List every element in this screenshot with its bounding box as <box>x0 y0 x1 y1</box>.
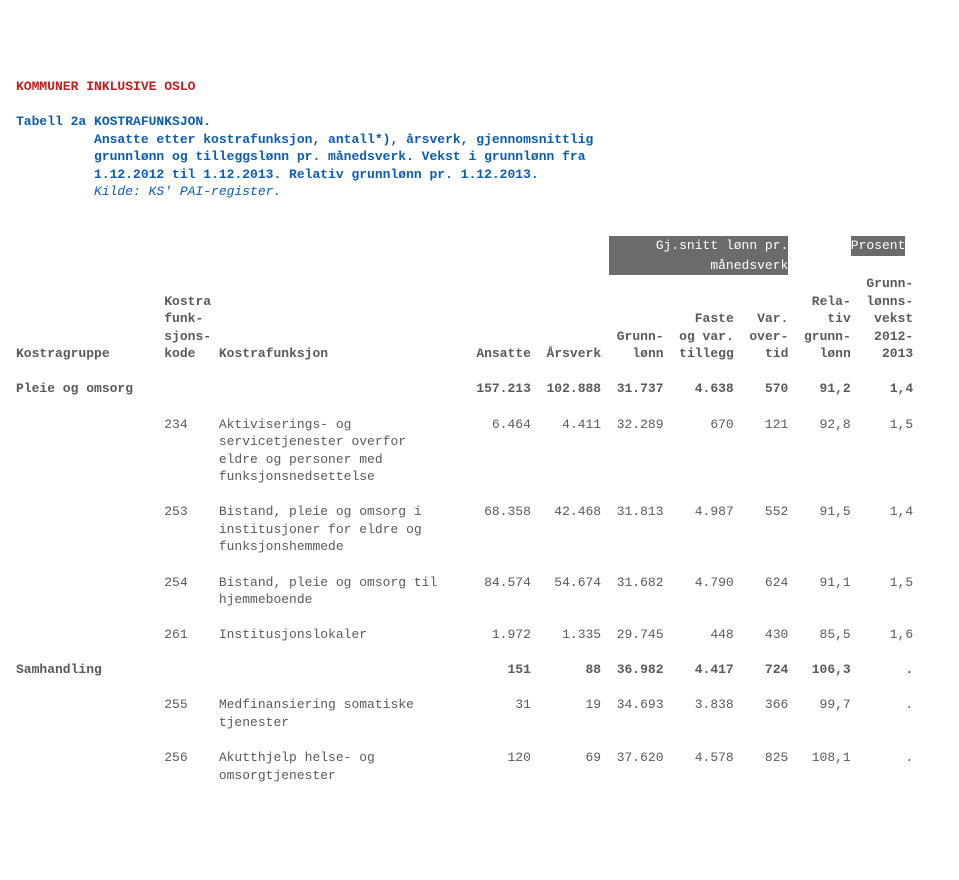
table-row-cont: institusjoner for eldre og <box>16 522 461 537</box>
caption-line-4: 1.12.2012 til 1.12.2013. Relativ grunnlø… <box>94 167 539 182</box>
table-row-cont: tjenester <box>16 715 461 730</box>
table-row-cont: hjemmeboende <box>16 592 461 607</box>
header-banner-avg2: månedsverk <box>609 256 788 276</box>
table-row-cont: omsorgtjenester <box>16 768 461 783</box>
table-row-cont: funksjonsnedsettelse <box>16 469 461 484</box>
header-banner-pct: Prosent <box>851 236 906 256</box>
caption-line-3: grunnlønn og tilleggslønn pr. månedsverk… <box>94 149 585 164</box>
caption-line-1: KOSTRAFUNKSJON. <box>94 114 211 129</box>
table-row-cont: eldre og personer med <box>16 452 461 467</box>
page-title: KOMMUNER INKLUSIVE OSLO <box>16 79 195 94</box>
table-row: 256 Akutthjelp helse- og 120 69 37.620 4… <box>16 750 913 765</box>
document-root: KOMMUNER INKLUSIVE OSLO Tabell 2a KOSTRA… <box>16 78 943 784</box>
table-row-cont: funksjonshemmede <box>16 539 461 554</box>
group-row: Samhandling 151 88 36.982 4.417 724 106,… <box>16 662 913 677</box>
table-row: 234 Aktiviserings- og 6.464 4.411 32.289… <box>16 417 913 432</box>
table-row: 261 Institusjonslokaler 1.972 1.335 29.7… <box>16 627 913 642</box>
source-line: Kilde: KS' PAI-register. <box>94 184 281 199</box>
table-row: 253 Bistand, pleie og omsorg i 68.358 42… <box>16 504 913 519</box>
table-row-cont: servicetjenester overfor <box>16 434 461 449</box>
header-banner-avg: Gj.snitt lønn pr. <box>609 236 788 256</box>
caption-line-2: Ansatte etter kostrafunksjon, antall*), … <box>94 132 593 147</box>
table-label: Tabell 2a <box>16 114 94 129</box>
table-row: 254 Bistand, pleie og omsorg til 84.574 … <box>16 575 913 590</box>
group-row: Pleie og omsorg 157.213 102.888 31.737 4… <box>16 381 913 396</box>
table-row: 255 Medfinansiering somatiske 31 19 34.6… <box>16 697 913 712</box>
